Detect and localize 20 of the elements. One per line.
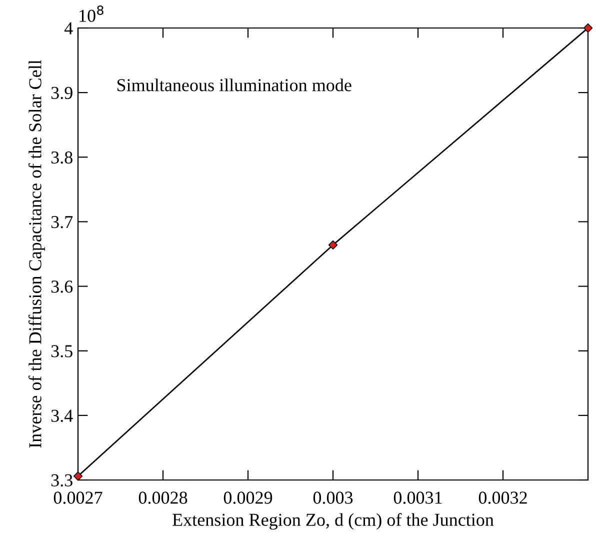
y-tick-label: 3.5 bbox=[51, 345, 72, 358]
x-axis-title: Extension Region Zo, d (cm) of the Junction bbox=[172, 513, 494, 530]
x-tick-label: 0.003 bbox=[313, 492, 353, 504]
text: 10$^{8}$ bbox=[80, 5, 104, 22]
y-tick-label: 3.4 bbox=[51, 410, 73, 422]
point bbox=[583, 23, 593, 33]
y-axis-title: Inverse of the Diffusion Capacitance of the Solar Cell bbox=[28, 60, 46, 448]
annotation: Simultaneous illumination mode bbox=[117, 78, 352, 92]
y-tick-label: 4 bbox=[64, 22, 73, 34]
point bbox=[328, 240, 338, 250]
y-tick-label: 3.9 bbox=[51, 86, 72, 100]
y-tick-label: 3.8 bbox=[51, 151, 72, 164]
x-tick-label: 0.0031 bbox=[394, 492, 442, 504]
x-tick-label: 0.0028 bbox=[138, 492, 188, 504]
x-tick-label: 0.0029 bbox=[224, 492, 272, 504]
x-tick-label: 0.0027 bbox=[54, 492, 102, 504]
x-tick-label: 0.0032 bbox=[478, 492, 527, 504]
y-tick-label: 3.3 bbox=[51, 474, 72, 487]
y-tick-label: 3.6 bbox=[51, 280, 73, 293]
y-tick-label: 3.7 bbox=[51, 216, 73, 228]
